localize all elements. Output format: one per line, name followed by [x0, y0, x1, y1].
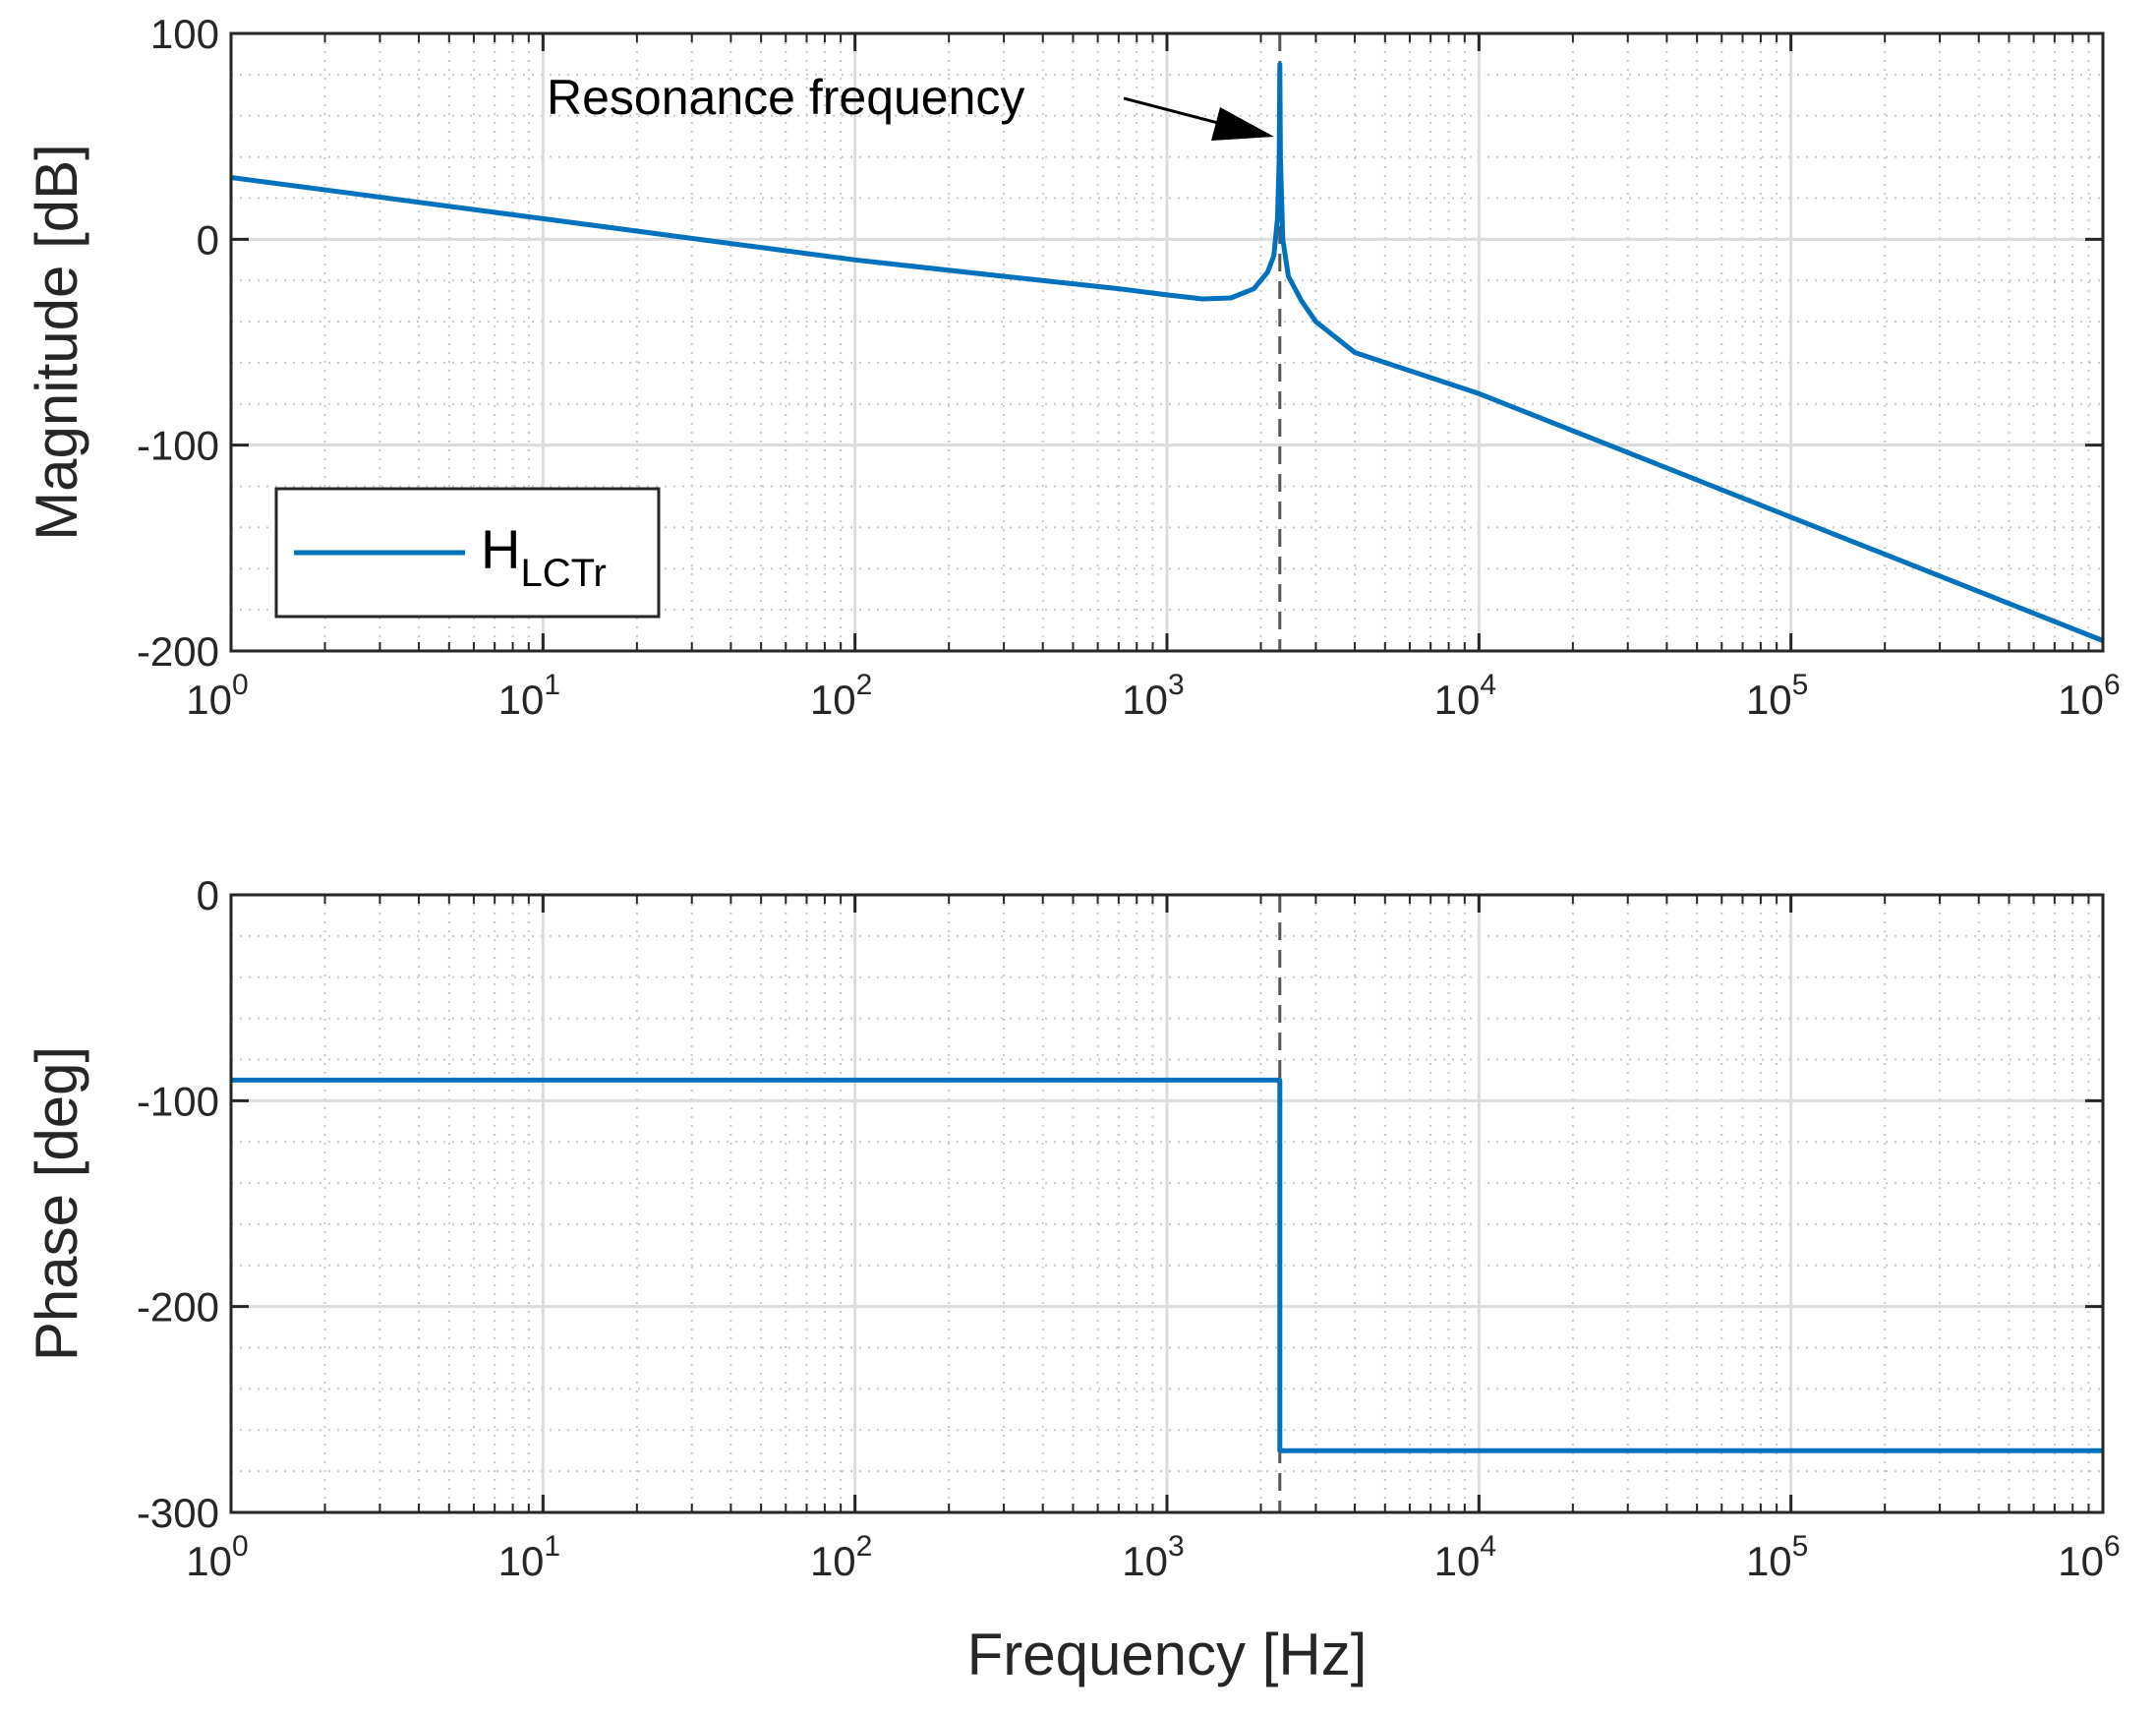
legend-label-subscript: LCTr: [520, 552, 606, 595]
x-tick-label: 103: [1122, 1530, 1184, 1584]
magnitude-y-tick-labels: 100 0 -100 -200: [137, 11, 219, 675]
y-tick-label: 100: [150, 11, 219, 57]
y-tick-label: -200: [137, 628, 219, 675]
y-tick-label: -100: [137, 423, 219, 469]
x-axis-label: Frequency [Hz]: [967, 1622, 1368, 1687]
phase-panel: 0 -100 -200 -300 100 101 102 103 104 105 106 Phas…: [24, 872, 2121, 1687]
x-tick-label: 102: [810, 669, 872, 723]
x-tick-label: 101: [498, 1530, 560, 1584]
phase-minor-grid: [231, 895, 2103, 1512]
y-tick-label: 0: [197, 216, 219, 263]
resonance-annotation-arrowhead: [1211, 107, 1274, 141]
phase-y-axis-label: Phase [deg]: [24, 1046, 89, 1361]
x-tick-label: 106: [2058, 1530, 2120, 1584]
magnitude-minor-grid: [231, 33, 2103, 651]
magnitude-x-tick-labels: 100 101 102 103 104 105 106: [186, 669, 2120, 723]
magnitude-series: [230, 61, 2104, 643]
magnitude-y-axis-label: Magnitude [dB]: [24, 144, 89, 541]
x-tick-label: 103: [1122, 669, 1184, 723]
y-tick-label: -200: [137, 1284, 219, 1330]
legend: HLCTr: [274, 487, 661, 619]
series-line-magnitude: [230, 61, 2104, 643]
resonance-annotation-text: Resonance frequency: [547, 70, 1024, 125]
x-tick-label: 100: [186, 669, 248, 723]
y-tick-label: -300: [137, 1490, 219, 1536]
y-tick-label: 0: [197, 872, 219, 918]
legend-label-main: H: [481, 518, 520, 580]
x-tick-label: 100: [186, 1530, 248, 1584]
series-line-phase: [231, 1077, 2103, 1453]
magnitude-ticks: [229, 31, 2105, 653]
x-tick-label: 104: [1434, 1530, 1496, 1584]
resonance-annotation: Resonance frequency: [547, 70, 1274, 141]
magnitude-panel: 100 0 -100 -200 100 101 102 103 104 105 106 Magni…: [24, 11, 2121, 723]
x-tick-label: 105: [1746, 669, 1808, 723]
legend-box: [274, 487, 661, 619]
phase-y-tick-labels: 0 -100 -200 -300: [137, 872, 219, 1536]
y-tick-label: -100: [137, 1078, 219, 1124]
phase-series: [231, 1077, 2103, 1453]
x-tick-label: 104: [1434, 669, 1496, 723]
x-tick-label: 105: [1746, 1530, 1808, 1584]
x-tick-label: 101: [498, 669, 560, 723]
x-tick-label: 102: [810, 1530, 872, 1584]
phase-ticks: [229, 893, 2105, 1514]
phase-x-tick-labels: 100 101 102 103 104 105 106: [186, 1530, 2120, 1584]
legend-series-label: HLCTr: [481, 518, 607, 595]
x-tick-label: 106: [2058, 669, 2120, 723]
